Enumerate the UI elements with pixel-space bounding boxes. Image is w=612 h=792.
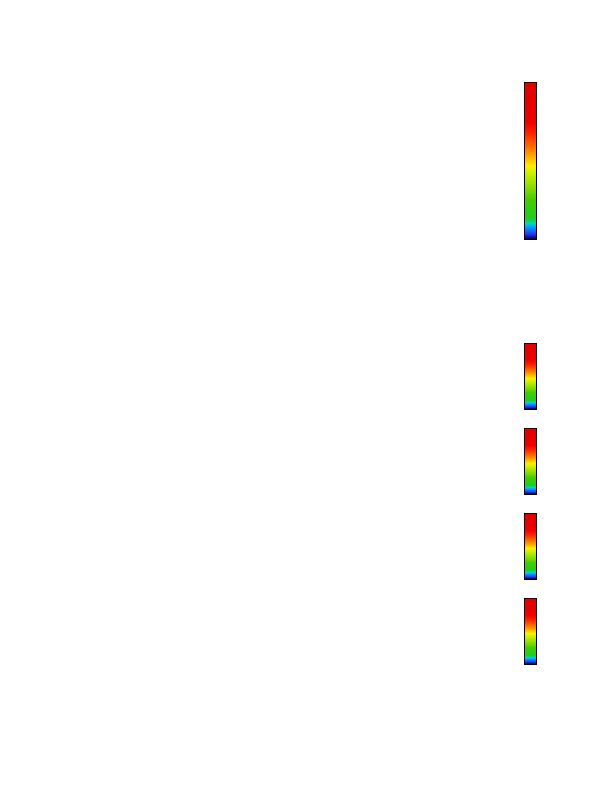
colorbar-b-sensor xyxy=(524,428,537,495)
colorbar-total xyxy=(524,82,537,240)
colorbar-d-sensor xyxy=(524,598,537,665)
c-sensor-spectrogram-canvas xyxy=(95,507,518,589)
y-axis-label-c xyxy=(42,507,58,589)
colorbar-label-c xyxy=(558,513,572,578)
b-sensor-spectrogram-canvas xyxy=(95,422,518,504)
d-sensor-spectrogram-canvas xyxy=(95,592,518,674)
y-axis-label-d xyxy=(42,592,58,674)
colorbar-c-sensor xyxy=(524,513,537,580)
colorbar-label-d xyxy=(558,598,572,663)
a-sensor-spectrogram-canvas xyxy=(95,337,518,419)
colorbar-label-a xyxy=(558,343,572,408)
total-spectrogram-canvas xyxy=(95,78,518,243)
y-axis-label-a xyxy=(42,337,58,419)
y-axis-label-angle xyxy=(42,247,58,325)
colorbar-a-sensor xyxy=(524,343,537,410)
y-axis-label-total xyxy=(42,78,58,243)
colorbar-label-total xyxy=(571,82,585,238)
y-axis-label-b xyxy=(42,422,58,504)
angle-line-plot-canvas xyxy=(95,247,518,325)
colorbar-label-b xyxy=(558,428,572,493)
